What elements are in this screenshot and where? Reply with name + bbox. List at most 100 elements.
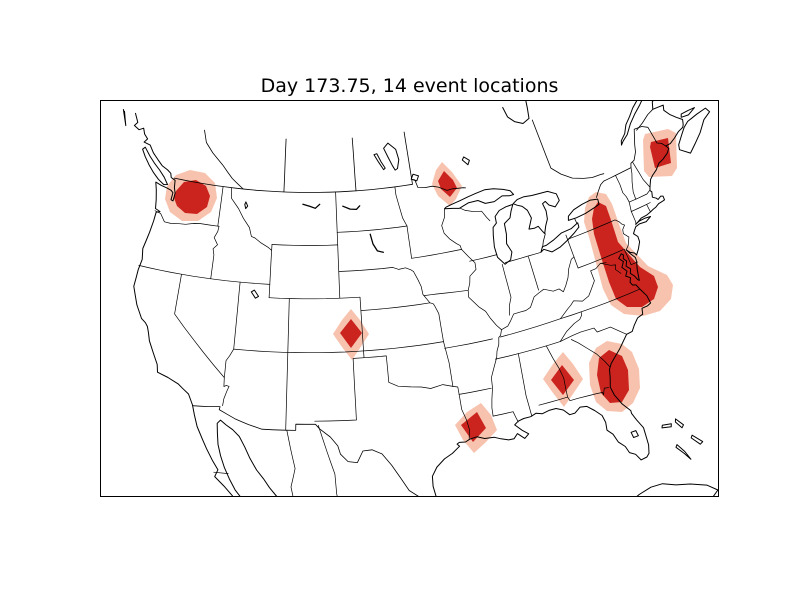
mt-wy-45n [271,244,339,246]
lakes-layer [244,100,639,438]
ky-tn [500,318,561,338]
mi-wi [459,207,491,222]
line-35n [495,341,561,360]
oh-pa [565,234,579,269]
al-ga [545,345,568,398]
fl-north [538,387,609,406]
line-37n [233,341,444,354]
niagara [574,218,578,224]
erie [540,222,580,253]
ct-ri [646,204,651,213]
oahe [369,233,384,253]
event-cluster-minnesota-core [438,171,457,197]
idaho-west [210,186,224,280]
great-salt-lake [250,289,259,299]
pei [680,107,695,118]
event-cluster-washington-core [174,180,210,214]
nd-sd [336,225,408,233]
delaware-river [622,224,630,251]
borders-mexico-layer [213,425,338,497]
nc-sc [559,326,627,342]
sd-ne [338,267,414,272]
andros [675,444,692,460]
ny-east [615,175,637,226]
wi-il [469,254,498,262]
map-frame [100,100,719,497]
chihuahua-east [317,425,338,497]
us-canada-49 [173,177,466,193]
borders-state-layer [138,162,651,439]
rivers-layer [302,203,384,253]
james-bay [502,100,530,124]
v-10205 [359,296,365,359]
lake-manitoba [373,153,386,171]
ok-panhandle [353,355,390,383]
islands-layer [122,75,719,497]
ab-sk [283,138,287,193]
event-cluster-mid-atlantic-core [592,202,658,307]
mb-on [403,131,413,180]
miss-river-lower [491,337,500,417]
map-root [122,75,719,497]
ga-sc [570,339,611,368]
line-42n [138,265,271,285]
wy-west [268,244,273,299]
plot-title: Day 173.75, 14 event locations [260,75,559,97]
pa-ny [567,219,625,240]
borders-international-layer [173,126,667,497]
borders-province-layer [204,108,654,193]
okeechobee [630,430,639,438]
va-nc [560,288,641,320]
mi-in-oh [504,251,542,263]
anticosti [654,75,676,82]
cuba [635,483,719,497]
huron [512,190,560,234]
event-halo-layer [165,129,677,453]
potomac [600,262,622,274]
wv-va [560,262,607,320]
mn-west [406,225,412,259]
sonora-chihuahua [286,429,296,497]
v-10905 [285,298,290,431]
detroit-stclair [542,233,546,248]
ontario [567,198,600,221]
line-41n [268,296,361,300]
la-ms-31n [492,411,519,423]
ohio-river [501,256,575,331]
vt-nh [630,167,637,200]
v-10405 [335,191,341,299]
ia-mo [423,289,469,296]
sakakawea [342,205,361,211]
pacific-baja-gulfcal [133,112,278,497]
in-oh [528,256,539,291]
gulf-atlantic [431,100,684,497]
miss-river-upper [461,249,502,338]
grand-bahama [661,423,672,429]
ca-nv [174,273,230,407]
us-canada-east [596,126,667,198]
md-de [623,248,638,266]
nova-scotia [678,107,711,154]
wi-mn [441,208,462,250]
red-river [388,381,454,389]
id-mt [231,187,272,251]
event-cluster-alabama-core [551,365,574,395]
fort-peck [302,203,321,209]
mo-ar [444,338,493,349]
qc-nb [636,108,654,131]
il-in [501,263,512,316]
us-mexico [192,405,424,497]
nipigon [461,156,470,166]
bc-ab [204,129,244,190]
baja-28n [213,471,229,474]
az-nv [223,348,235,378]
sk-mb [351,137,357,192]
on-qc [531,119,605,179]
superior [444,188,515,210]
event-cluster-colorado-core [340,319,362,348]
ne-ia-river [413,271,431,304]
red-river-north [394,186,408,227]
event-cluster-texas-gulf-core [461,412,486,442]
